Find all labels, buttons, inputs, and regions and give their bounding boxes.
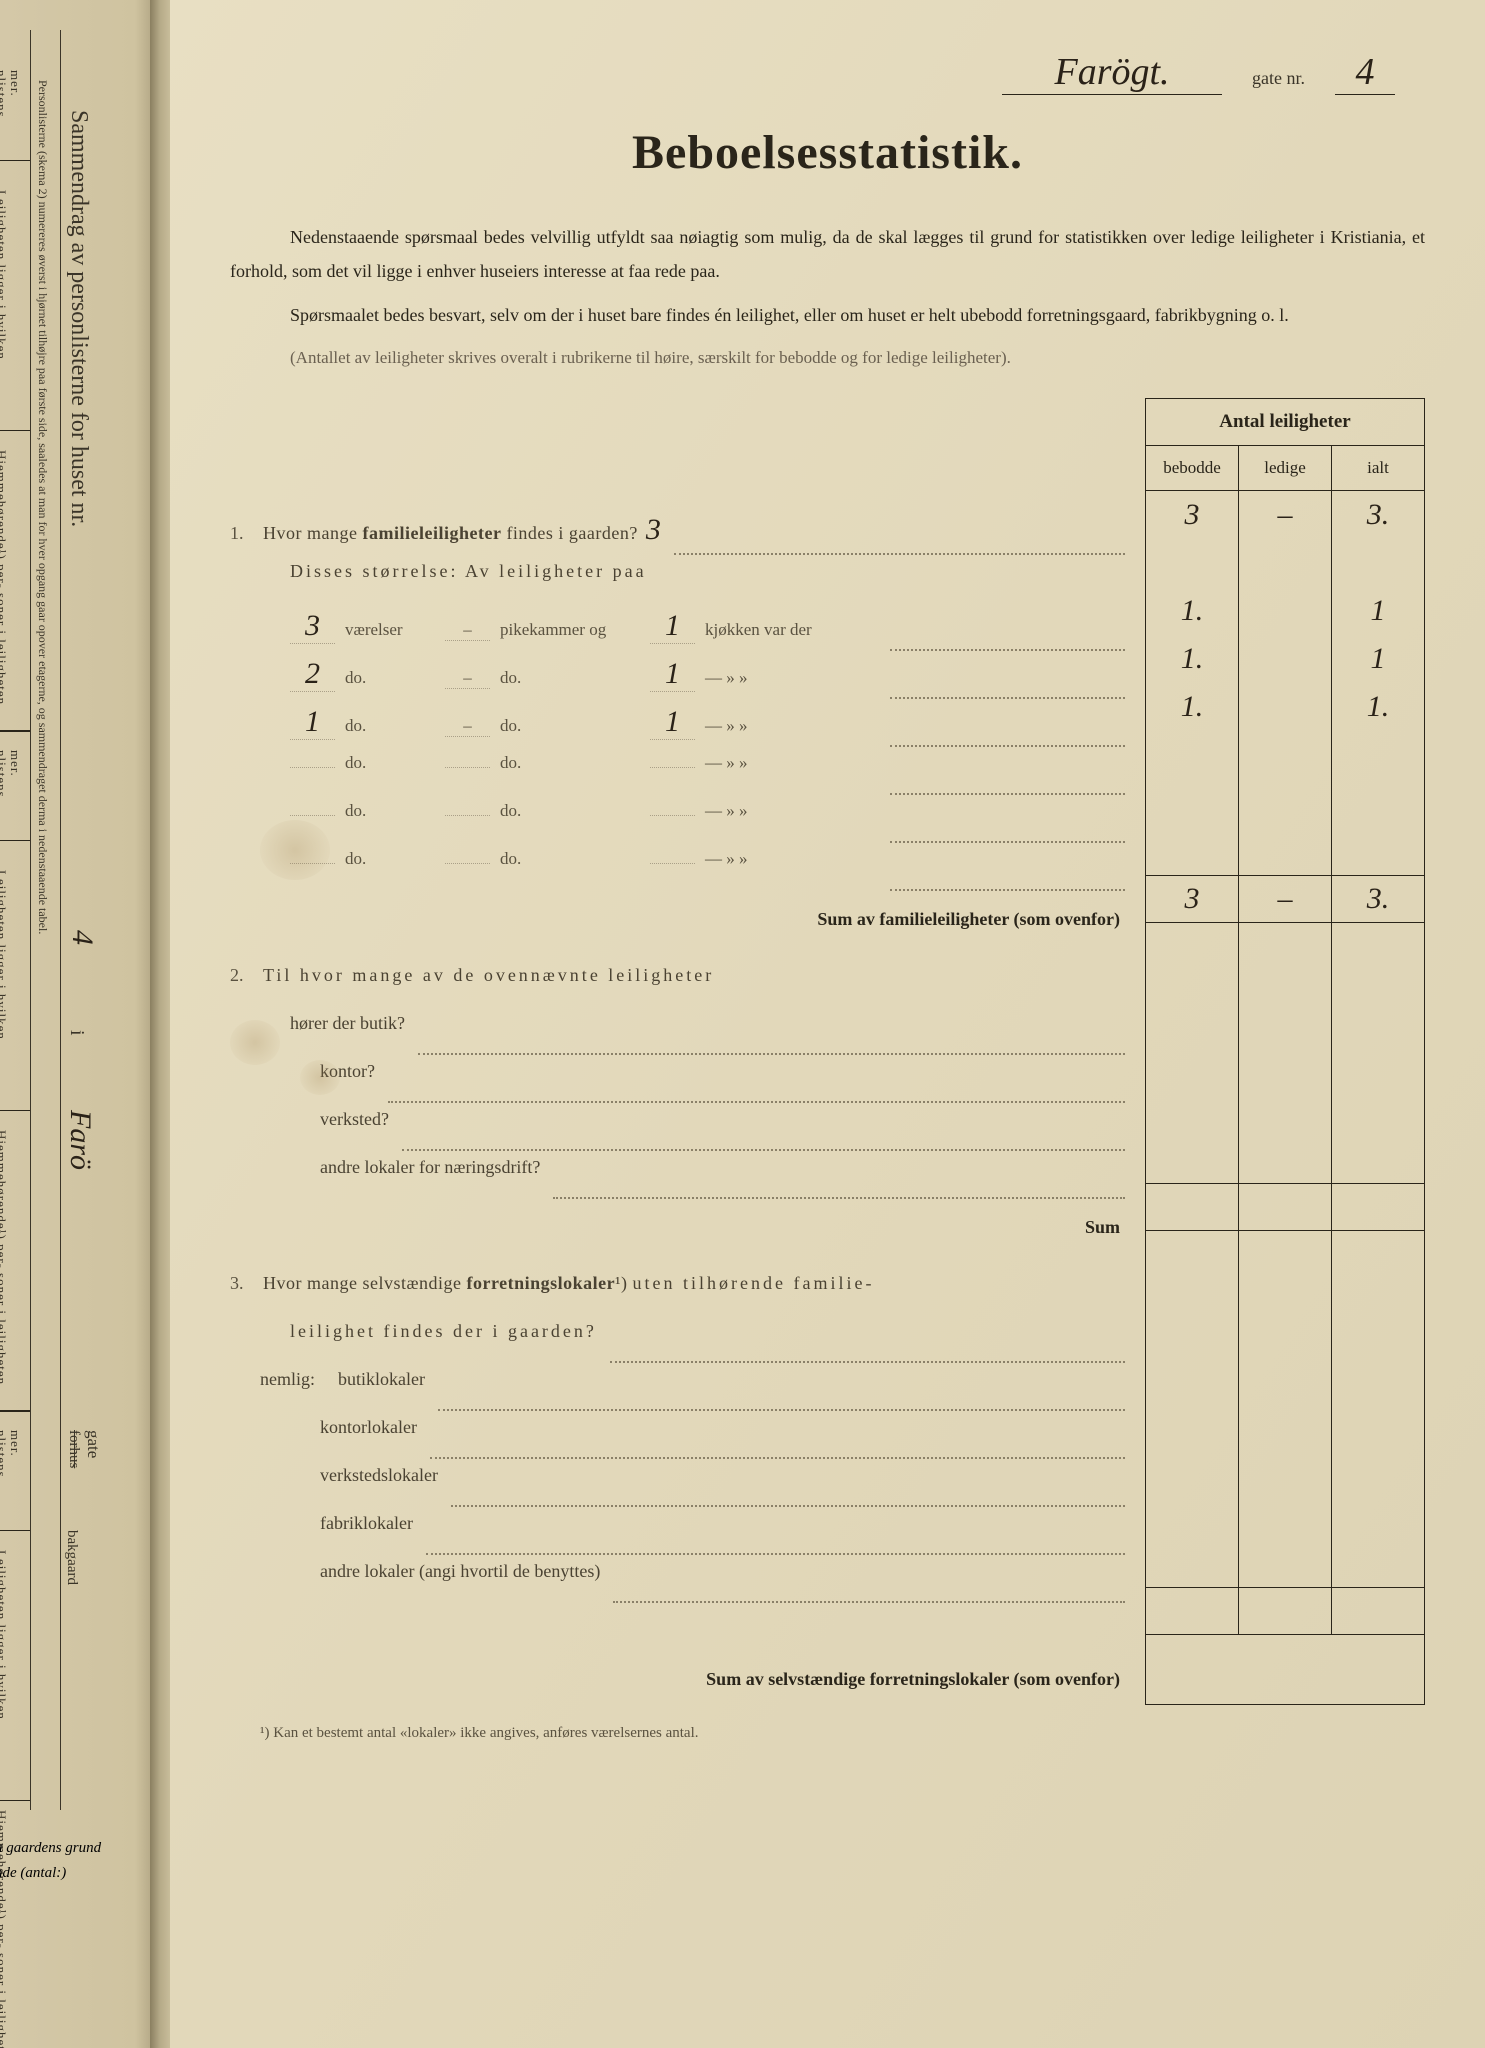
q3-item: verkstedslokaler — [230, 1465, 1130, 1513]
i-label: i — [65, 1030, 88, 1036]
page-title: Beboelsesstatistik. — [230, 125, 1425, 180]
intro-p3: (Antallet av leiligheter skrives overalt… — [230, 343, 1425, 374]
question-2: 2. Til hvor mange av de ovennævnte leili… — [230, 965, 1130, 1013]
bottom-note-2: nde (antal:) — [0, 1865, 66, 1882]
table-header: Antal leiligheter — [1146, 399, 1424, 446]
gate-label-left: gate — [83, 1430, 103, 1458]
q3-nemlig-line: nemlig: butiklokaler — [230, 1369, 1130, 1417]
q3-sum: Sum av selvstændige forretningslokaler (… — [230, 1657, 1130, 1705]
street-name: Farö — [63, 1110, 97, 1170]
q2-item: andre lokaler for næringsdrift? — [230, 1157, 1130, 1205]
mer-2: mer. — [7, 750, 23, 777]
table-subheader: bebodde ledige ialt — [1146, 446, 1424, 491]
hjem-2: Hjemmehørende¹) per- soner i leiligheten… — [0, 1130, 9, 1390]
bottom-note-1: a gaardens grund — [0, 1840, 101, 1857]
table-row: 1. 1. — [1146, 683, 1424, 731]
person-note: Personlisterne (skema 2) numereres øvers… — [35, 80, 50, 1780]
q1-num: 1. — [230, 523, 255, 544]
footnote: ¹) Kan et bestemt antal «lokaler» ikke a… — [230, 1725, 1425, 1742]
q1-text: Hvor mange familieleiligheter findes i g… — [263, 523, 638, 544]
main-form-page: Farögt. gate nr. 4 Beboelsesstatistik. N… — [170, 0, 1485, 2048]
hjem-1: Hjemmehørende¹) per- soner i leiligheten… — [0, 450, 9, 710]
huset-nr: 4 — [65, 930, 99, 945]
table-row — [1146, 827, 1424, 875]
q2-item: verksted? — [230, 1109, 1130, 1157]
leil-2: Leiligheten ligger i hvilken — [0, 870, 9, 1100]
sammendrag-title: Sammendrag av personlisterne for huset n… — [65, 110, 92, 527]
sum1-row: 3 – 3. — [1146, 875, 1424, 923]
q3-item: kontorlokaler — [230, 1417, 1130, 1465]
questions-column: 1. Hvor mange familieleiligheter findes … — [230, 398, 1130, 1705]
leil-1: Leiligheten ligger i hvilken — [0, 190, 9, 420]
counts-table: Antal leiligheter bebodde ledige ialt 3 … — [1145, 398, 1425, 1705]
question-3: 3. Hvor mange selvstændige forretningslo… — [230, 1273, 1130, 1321]
q2-sum: Sum — [230, 1205, 1130, 1253]
col-bebodde: bebodde — [1146, 446, 1239, 490]
q1-totals-row: 3 – 3. — [1146, 491, 1424, 539]
q2-sub: hører der butik? — [230, 1013, 1130, 1061]
intro-p1: Nedenstaaende spørsmaal bedes velvillig … — [230, 220, 1425, 288]
size-row: 1 do. – do. 1 — » » — [230, 705, 1130, 753]
size-row: do. do. — » » — [230, 849, 1130, 897]
q2-item: kontor? — [230, 1061, 1130, 1109]
q3-text2: leilighet findes der i gaarden? — [230, 1321, 1130, 1369]
col-ialt: ialt — [1332, 446, 1424, 490]
size-row: 2 do. – do. 1 — » » — [230, 657, 1130, 705]
col-ledige: ledige — [1239, 446, 1332, 490]
gate-nr-field: 4 — [1335, 50, 1395, 95]
page-binding — [150, 0, 170, 2048]
size-row: do. do. — » » — [230, 801, 1130, 849]
street-field: Farögt. — [1002, 50, 1222, 95]
sum-familie: Sum av familieleiligheter (som ovenfor) — [230, 897, 1130, 945]
size-row: 3 værelser – pikekammer og 1 kjøkken var… — [230, 609, 1130, 657]
nemlig-label: nemlig: — [260, 1369, 315, 1390]
question-1: 1. Hvor mange familieleiligheter findes … — [230, 513, 1130, 561]
q2-text: Til hvor mange av de ovennævnte leilighe… — [263, 965, 714, 986]
mer-1: mer. — [7, 70, 23, 97]
q3-num: 3. — [230, 1273, 255, 1294]
table-row — [1146, 731, 1424, 779]
size-row: do. do. — » » — [230, 753, 1130, 801]
left-page-margin: Sammendrag av personlisterne for huset n… — [0, 0, 150, 2048]
q3-item-0: butiklokaler — [338, 1369, 425, 1390]
forhus-label: forhus — [65, 1430, 82, 1468]
q2-num: 2. — [230, 965, 255, 986]
intro-p2: Spørsmaalet bedes besvart, selv om der i… — [230, 298, 1425, 332]
q3-item: andre lokaler (angi hvortil de benyttes) — [230, 1561, 1130, 1609]
sizes-label: Disses størrelse: Av leiligheter paa — [230, 561, 1130, 609]
q3-text1: Hvor mange selvstændige forretningslokal… — [263, 1273, 874, 1294]
table-row: 1. 1 — [1146, 635, 1424, 683]
leil-3: Leiligheten ligger i hvilken — [0, 1550, 9, 1780]
mer-3: mer. — [7, 1430, 23, 1457]
table-row — [1146, 779, 1424, 827]
gate-nr-label: gate nr. — [1252, 68, 1305, 89]
table-row: 1. 1 — [1146, 587, 1424, 635]
q3-item: fabriklokaler — [230, 1513, 1130, 1561]
bakgaard-label: bakgaard — [63, 1530, 80, 1585]
header-line: Farögt. gate nr. 4 — [230, 50, 1425, 95]
q1-answer: 3 — [646, 513, 661, 547]
